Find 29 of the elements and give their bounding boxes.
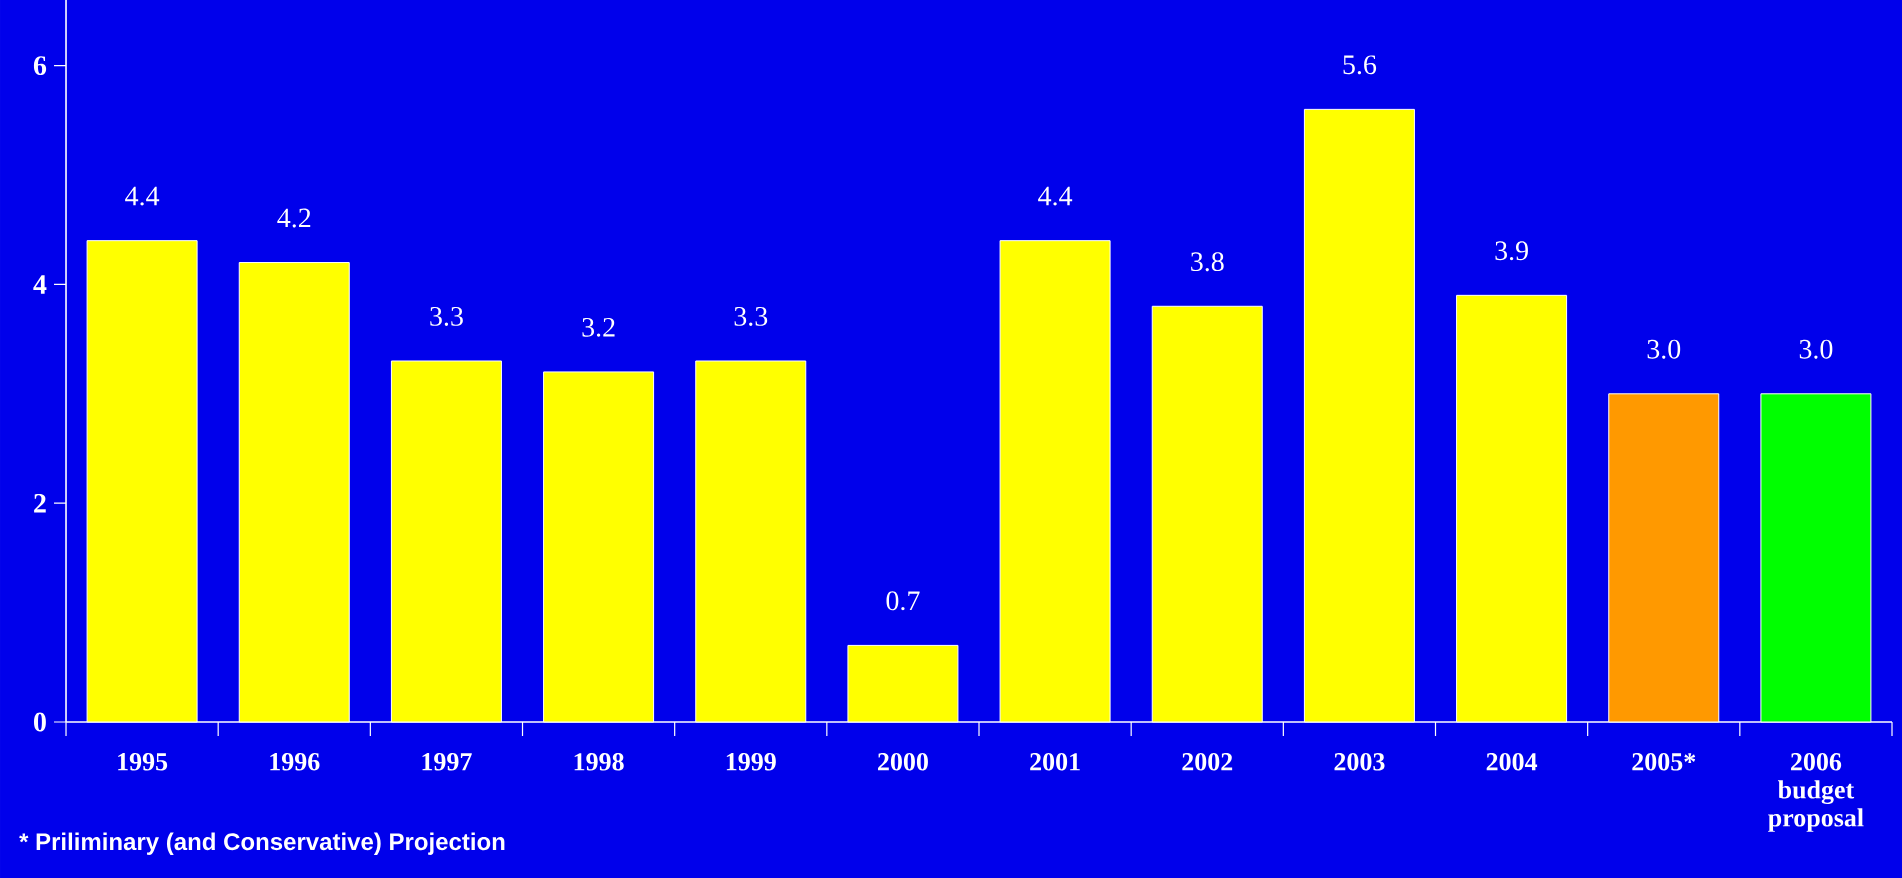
x-tick-label: 2003 (1334, 753, 1385, 771)
x-tick-label: 2002 (1182, 753, 1233, 771)
x-tick-label: 1997 (422, 753, 472, 771)
y-tick-label: 6 (33, 56, 47, 76)
data-label: 3.3 (734, 306, 768, 326)
y-tick-label: 0 (34, 712, 46, 732)
data-label: 3.0 (1799, 339, 1833, 359)
data-label: 3.0 (1647, 339, 1681, 359)
data-label: 4.4 (1038, 186, 1073, 206)
y-tick-label: 2 (34, 493, 46, 513)
data-label: 5.6 (1343, 55, 1377, 75)
data-label: 3.8 (1191, 252, 1224, 272)
x-tick-label: 2004 (1486, 753, 1538, 771)
text: * Priliminary (and Conservative) Projection (19, 832, 505, 855)
data-label: 4.4 (125, 186, 160, 206)
data-label: 3.9 (1495, 241, 1528, 261)
data-label: 0.7 (886, 591, 920, 611)
x-tick-label: 1995 (118, 753, 168, 771)
x-tick-label: 2000 (878, 753, 928, 771)
data-label: 3.2 (582, 317, 615, 337)
x-tick-label: 1999 (726, 753, 776, 771)
data-label: 3.3 (430, 306, 463, 326)
x-tick-label: 2001 (1030, 753, 1080, 771)
x-tick-label: 2005* (1632, 753, 1696, 771)
data-label: 4.2 (277, 208, 311, 228)
x-tick-label: 1996 (270, 753, 320, 771)
x-tick-label: 2006 budget proposal (1768, 753, 1864, 832)
x-tick-label: 1998 (574, 753, 624, 771)
y-tick-label: 4 (33, 275, 47, 294)
